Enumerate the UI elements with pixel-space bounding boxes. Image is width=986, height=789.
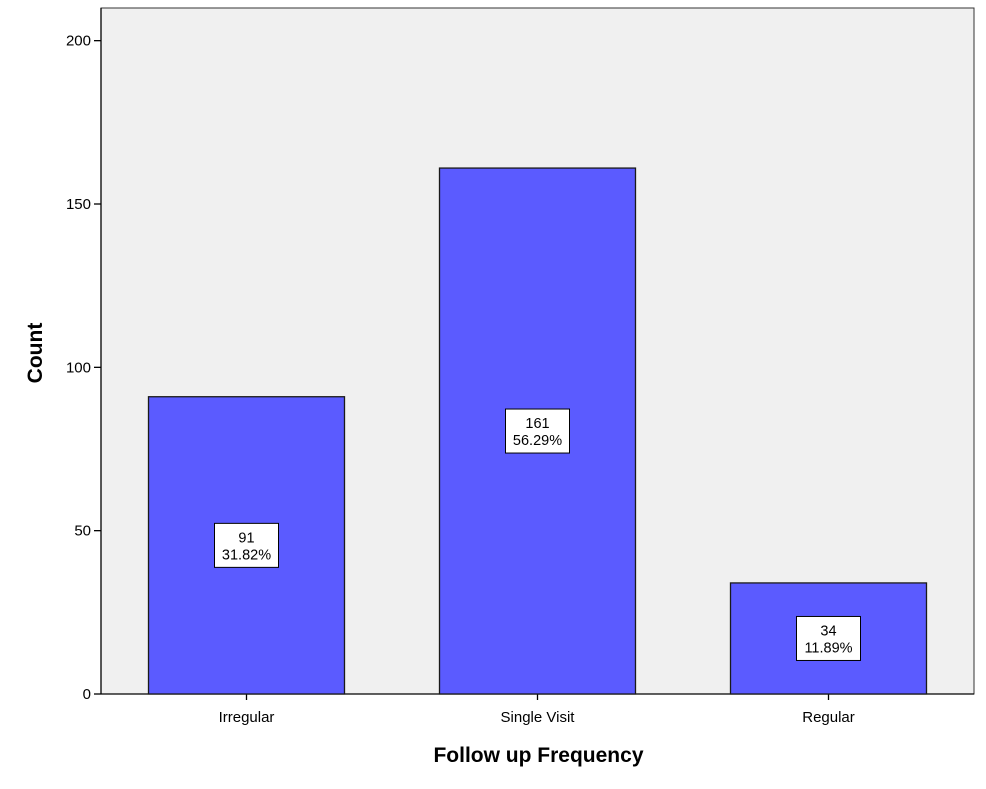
x-axis: Irregular Single Visit Regular — [101, 693, 974, 726]
data-label-percent: 31.82% — [222, 547, 271, 563]
y-axis: 0 50 100 150 200 — [66, 8, 102, 703]
data-label-percent: 56.29% — [513, 433, 562, 449]
y-tick-label: 200 — [66, 33, 91, 50]
data-label-box — [214, 522, 279, 568]
data-label-percent: 11.89% — [804, 640, 852, 656]
data-label-count: 91 — [238, 530, 254, 546]
x-tick-label: Regular — [802, 709, 855, 726]
data-label-box — [505, 408, 570, 454]
x-axis-title: Follow up Frequency — [433, 744, 643, 767]
x-tick-label: Single Visit — [501, 709, 576, 726]
y-tick-label: 150 — [66, 196, 91, 213]
y-axis-title: Count — [24, 323, 47, 384]
y-tick-label: 100 — [66, 359, 91, 376]
y-tick-label: 50 — [74, 523, 91, 540]
data-label-count: 34 — [820, 623, 836, 639]
x-tick-label: Irregular — [219, 709, 275, 726]
data-label-box — [796, 615, 861, 661]
y-tick-label: 0 — [83, 686, 91, 703]
data-label-count: 161 — [525, 416, 549, 432]
